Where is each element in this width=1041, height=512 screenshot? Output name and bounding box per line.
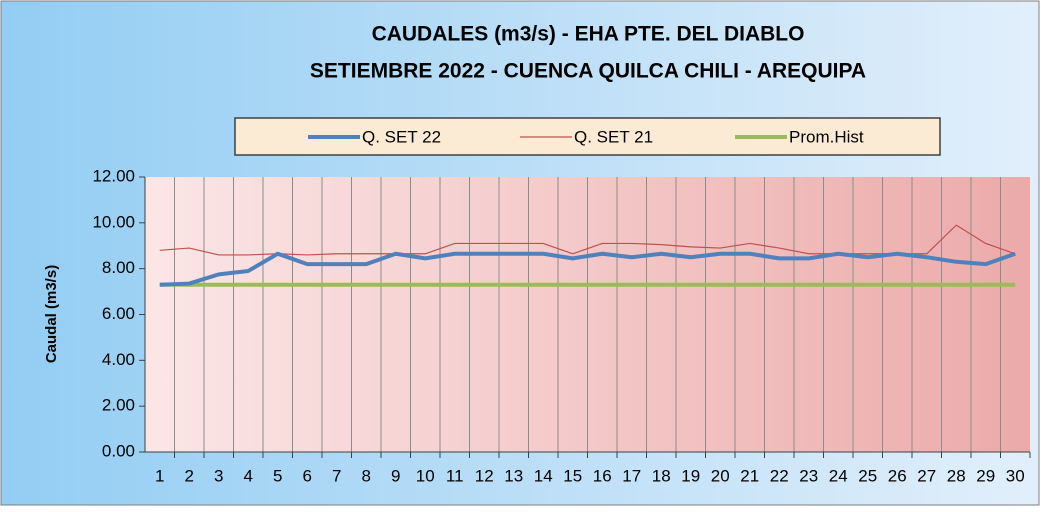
x-tick-label: 23 [799,466,818,485]
y-tick-label: 4.00 [102,350,135,369]
series-line [159,224,1016,256]
y-tick-label: 10.00 [92,212,135,231]
x-tick-label: 22 [770,466,789,485]
x-tick-label: 4 [244,466,253,485]
x-tick-label: 15 [563,466,582,485]
y-tick-label: 2.00 [102,396,135,415]
chart-subtitle: SETIEMBRE 2022 - CUENCA QUILCA CHILI - A… [310,60,866,83]
y-tick-label: 0.00 [102,441,135,460]
x-tick-label: 17 [622,466,641,485]
x-tick-label: 27 [917,466,936,485]
x-tick-label: 11 [446,466,464,485]
y-tick-label: 8.00 [102,258,135,277]
x-tick-label: 20 [711,466,730,485]
x-tick-label: 28 [947,466,966,485]
x-tick-label: 21 [740,466,759,485]
chart-title: CAUDALES (m3/s) - EHA PTE. DEL DIABLO [372,23,805,46]
x-tick-label: 1 [155,466,164,485]
x-tick-label: 3 [214,466,223,485]
series-line [159,251,1016,287]
x-tick-label: 10 [416,466,435,485]
x-tick-label: 7 [332,466,341,485]
x-tick-label: 8 [362,466,371,485]
x-tick-label: 24 [829,466,848,485]
x-tick-label: 13 [504,466,523,485]
x-tick-label: 6 [303,466,312,485]
y-tick-label: 12.00 [92,166,135,185]
x-tick-label: 18 [652,466,671,485]
legend-label: Prom.Hist [789,127,864,146]
x-tick-label: 26 [888,466,907,485]
x-tick-label: 14 [534,466,553,485]
x-tick-label: 9 [391,466,400,485]
legend-label: Q. SET 21 [574,127,653,146]
x-tick-label: 29 [976,466,995,485]
y-tick-label: 6.00 [102,304,135,323]
y-axis-label: Caudal (m3/s) [43,265,60,363]
x-tick-label: 12 [475,466,494,485]
x-tick-label: 30 [1006,466,1025,485]
x-tick-label: 2 [185,466,194,485]
legend-label: Q. SET 22 [362,127,441,146]
x-tick-label: 16 [593,466,612,485]
x-tick-label: 5 [273,466,282,485]
x-tick-label: 25 [858,466,877,485]
x-tick-label: 19 [681,466,700,485]
